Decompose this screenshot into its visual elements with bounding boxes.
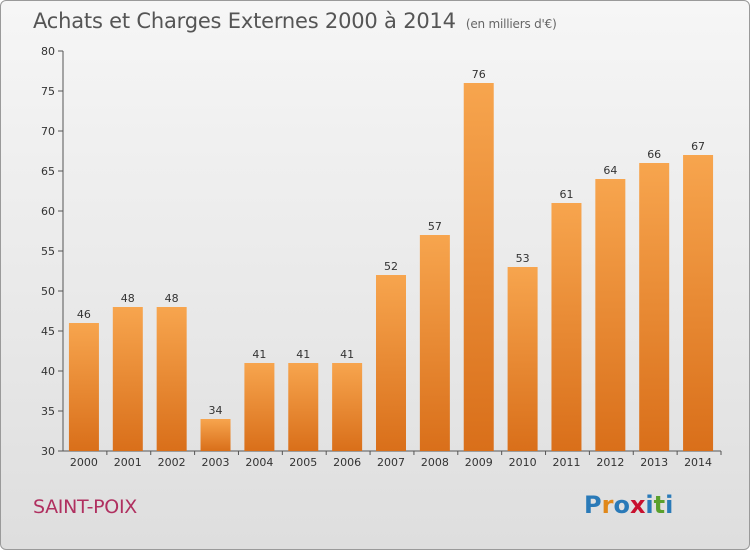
value-label-2000: 46 bbox=[77, 308, 91, 321]
y-tick-label: 60 bbox=[41, 205, 55, 218]
x-tick-label: 2003 bbox=[202, 456, 230, 469]
bar-2000 bbox=[68, 323, 99, 451]
logo-letter: x bbox=[629, 491, 646, 519]
value-label-2006: 41 bbox=[340, 348, 354, 361]
bar-2009 bbox=[463, 83, 494, 451]
y-tick-label: 75 bbox=[41, 85, 55, 98]
y-tick-label: 30 bbox=[41, 445, 55, 458]
x-tick-label: 2002 bbox=[158, 456, 186, 469]
logo-letter: i bbox=[665, 491, 674, 519]
value-label-2001: 48 bbox=[121, 292, 135, 305]
x-tick-label: 2005 bbox=[289, 456, 317, 469]
bar-2005 bbox=[288, 363, 319, 451]
x-tick-label: 2004 bbox=[245, 456, 273, 469]
value-label-2003: 34 bbox=[209, 404, 223, 417]
chart-title: Achats et Charges Externes 2000 à 2014 (e… bbox=[33, 9, 557, 33]
bar-2007 bbox=[376, 275, 406, 451]
bar-2004 bbox=[244, 363, 275, 451]
value-label-2008: 57 bbox=[428, 220, 442, 233]
bar-2002 bbox=[156, 307, 187, 451]
bar-2012 bbox=[595, 179, 626, 451]
y-tick-label: 45 bbox=[41, 325, 55, 338]
x-tick-label: 2013 bbox=[640, 456, 668, 469]
value-label-2014: 67 bbox=[691, 140, 705, 153]
y-tick-label: 70 bbox=[41, 125, 55, 138]
value-label-2011: 61 bbox=[559, 188, 573, 201]
chart-title-text: Achats et Charges Externes 2000 à 2014 bbox=[33, 9, 456, 33]
logo-letter: P bbox=[584, 491, 602, 519]
x-tick-label: 2010 bbox=[509, 456, 537, 469]
proxiti-logo: Proxiti bbox=[584, 491, 673, 519]
x-tick-label: 2007 bbox=[377, 456, 405, 469]
chart-subtitle: (en milliers d'€) bbox=[465, 17, 557, 31]
x-tick-label: 2009 bbox=[465, 456, 493, 469]
chart-axes: 30 35 40 45 50 55 60 65 70 75 80 2000 2001 2002 2003 20… bbox=[41, 45, 722, 469]
bar-2011 bbox=[551, 203, 582, 451]
y-tick-label: 50 bbox=[41, 285, 55, 298]
value-label-2013: 66 bbox=[647, 148, 661, 161]
chart-value-labels: 46 48 48 34 41 41 41 52 57 76 53 61 64 66 67 bbox=[77, 68, 705, 417]
x-tick-label: 2011 bbox=[552, 456, 580, 469]
y-tick-label: 65 bbox=[41, 165, 55, 178]
value-label-2010: 53 bbox=[516, 252, 530, 265]
x-tick-label: 2008 bbox=[421, 456, 449, 469]
bar-2014 bbox=[683, 155, 714, 451]
logo-letter: i bbox=[645, 491, 654, 519]
x-tick-label: 2000 bbox=[70, 456, 98, 469]
bar-2008 bbox=[419, 235, 450, 451]
x-tick-label: 2012 bbox=[596, 456, 624, 469]
bar-2010 bbox=[507, 267, 538, 451]
bar-2001 bbox=[112, 307, 143, 451]
value-label-2005: 41 bbox=[296, 348, 310, 361]
value-label-2009: 76 bbox=[472, 68, 486, 81]
logo-letter: r bbox=[601, 491, 614, 519]
chart-bars bbox=[68, 83, 714, 451]
bar-2003 bbox=[200, 419, 231, 451]
value-label-2002: 48 bbox=[165, 292, 179, 305]
y-tick-label: 80 bbox=[41, 45, 55, 58]
value-label-2004: 41 bbox=[252, 348, 266, 361]
city-name: SAINT-POIX bbox=[33, 496, 137, 518]
x-tick-label: 2014 bbox=[684, 456, 712, 469]
x-tick-label: 2006 bbox=[333, 456, 361, 469]
y-tick-label: 35 bbox=[41, 405, 55, 418]
logo-letter: o bbox=[613, 491, 630, 519]
y-tick-label: 55 bbox=[41, 245, 55, 258]
value-label-2007: 52 bbox=[384, 260, 398, 273]
bar-2006 bbox=[332, 363, 363, 451]
x-tick-label: 2001 bbox=[114, 456, 142, 469]
value-label-2012: 64 bbox=[603, 164, 617, 177]
bar-2013 bbox=[639, 163, 670, 451]
y-tick-label: 40 bbox=[41, 365, 55, 378]
logo-letter: t bbox=[653, 491, 666, 519]
